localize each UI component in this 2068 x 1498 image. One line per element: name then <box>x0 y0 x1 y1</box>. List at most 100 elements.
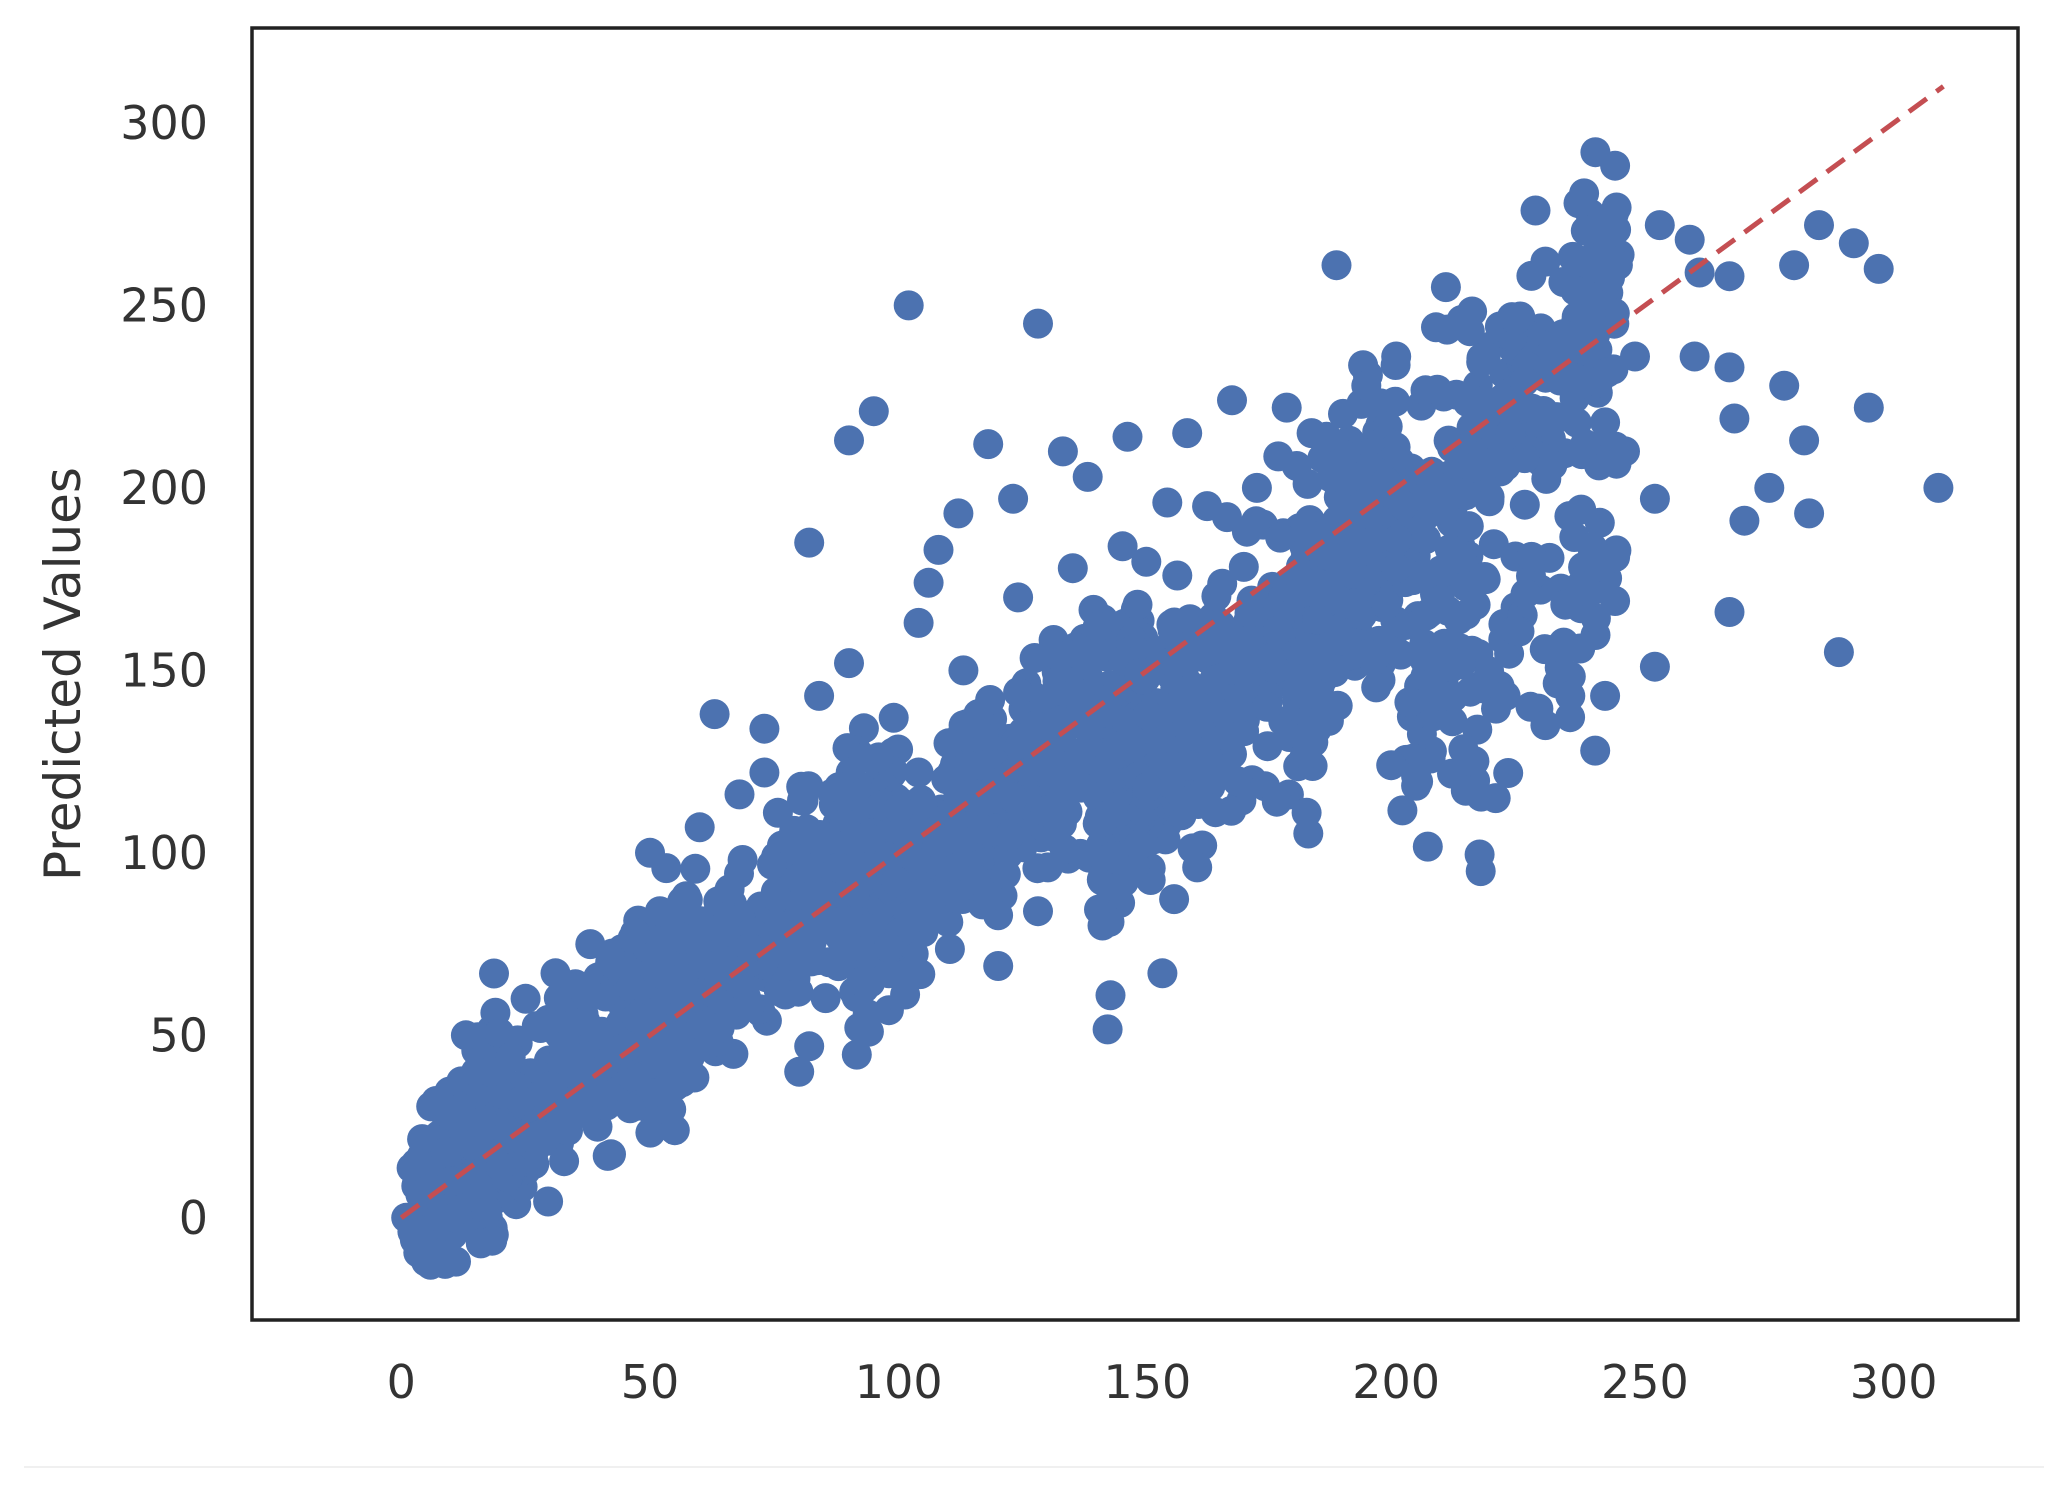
y-tick-label: 300 <box>120 96 208 150</box>
data-point <box>1450 480 1481 511</box>
x-tick-label: 300 <box>1850 1355 1938 1409</box>
x-tick-label: 100 <box>855 1355 943 1409</box>
data-point <box>615 1093 646 1124</box>
y-tick-label: 200 <box>120 461 208 515</box>
data-point <box>973 881 1004 912</box>
data-point <box>1520 195 1551 226</box>
divider <box>24 1466 2044 1468</box>
data-point <box>1434 534 1465 565</box>
data-point <box>1590 680 1621 711</box>
data-point <box>757 849 787 880</box>
data-point <box>450 1020 481 1051</box>
data-point <box>1105 730 1136 761</box>
data-point <box>963 699 994 730</box>
data-point <box>1082 611 1113 642</box>
data-point <box>1291 797 1322 828</box>
data-point <box>680 853 711 884</box>
y-tick-label: 100 <box>120 826 208 880</box>
data-point <box>1445 648 1476 679</box>
data-point <box>1072 461 1103 492</box>
data-point <box>794 881 825 912</box>
data-point <box>1122 589 1153 620</box>
data-point <box>1923 472 1954 503</box>
data-point <box>1171 647 1202 678</box>
data-point <box>1172 418 1203 449</box>
data-point <box>853 823 884 854</box>
data-point <box>1456 412 1487 443</box>
data-point <box>684 812 715 843</box>
data-point <box>1132 700 1163 731</box>
data-point <box>441 1246 471 1277</box>
data-point <box>1271 392 1302 423</box>
data-point <box>535 1071 566 1102</box>
data-point <box>784 1056 815 1087</box>
data-point <box>1509 489 1540 520</box>
data-point <box>407 1124 438 1155</box>
data-point <box>1019 643 1050 673</box>
y-tick-label: 250 <box>120 278 208 332</box>
data-point <box>1329 547 1360 578</box>
data-point <box>788 785 819 816</box>
data-point <box>834 425 864 456</box>
data-point <box>923 534 954 565</box>
data-point <box>1804 210 1834 241</box>
data-point <box>465 1107 496 1138</box>
data-point <box>605 1034 636 1065</box>
data-point <box>1823 637 1854 668</box>
data-point <box>1162 560 1193 591</box>
data-point <box>1639 483 1670 514</box>
data-point <box>1095 980 1126 1011</box>
data-point <box>749 757 780 788</box>
data-point <box>768 935 799 966</box>
data-point <box>810 983 841 1014</box>
data-point <box>1421 312 1451 343</box>
data-point <box>1376 750 1407 781</box>
data-point <box>1754 472 1785 503</box>
data-point <box>979 773 1010 804</box>
data-point <box>1123 829 1154 860</box>
data-point <box>1091 697 1122 728</box>
data-point <box>1003 582 1034 613</box>
data-point <box>1560 275 1591 306</box>
data-point <box>635 1117 666 1148</box>
data-point <box>1417 642 1448 673</box>
data-point <box>794 1031 825 1062</box>
data-point <box>1159 607 1190 638</box>
data-point <box>620 918 650 949</box>
data-point <box>485 1151 516 1182</box>
data-point <box>1769 370 1800 401</box>
data-point <box>1107 531 1138 562</box>
data-point <box>1388 490 1419 521</box>
data-point <box>1172 750 1203 781</box>
data-point <box>1465 856 1496 887</box>
data-point <box>1490 451 1521 481</box>
data-point <box>1322 690 1353 721</box>
data-point <box>1212 721 1242 751</box>
data-point <box>1516 541 1547 572</box>
data-point <box>734 991 765 1022</box>
data-point <box>1438 682 1469 713</box>
data-point <box>560 969 591 1000</box>
data-point <box>1302 568 1333 599</box>
data-point <box>635 837 665 868</box>
y-axis-label: Predicted Values <box>34 467 92 881</box>
data-point <box>764 976 795 1007</box>
data-point <box>1261 786 1292 817</box>
data-point <box>1193 764 1224 794</box>
data-point <box>1387 795 1418 826</box>
data-point <box>893 290 924 321</box>
data-point <box>1092 1014 1123 1045</box>
x-tick-label: 200 <box>1352 1355 1440 1409</box>
data-point <box>1201 581 1232 612</box>
data-point <box>1679 341 1710 372</box>
y-tick-label: 50 <box>149 1008 208 1062</box>
data-point <box>1351 370 1382 401</box>
data-point <box>1838 228 1869 259</box>
data-point <box>1301 714 1332 745</box>
data-point <box>1147 958 1178 989</box>
data-point <box>1124 658 1155 689</box>
data-point <box>1323 585 1354 616</box>
data-point <box>1159 692 1190 723</box>
data-point <box>704 1013 735 1043</box>
data-point <box>1470 341 1501 372</box>
